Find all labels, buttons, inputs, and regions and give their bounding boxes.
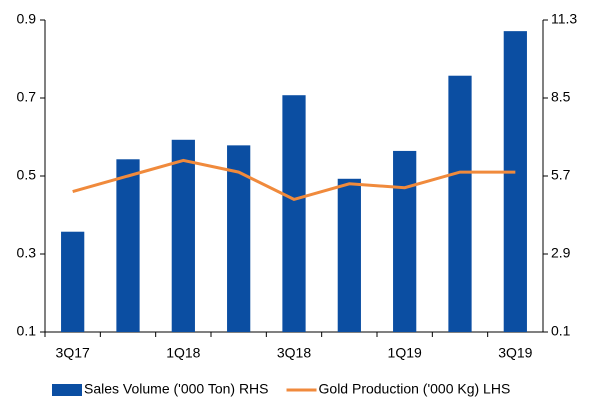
- x-tick-label: 3Q18: [277, 345, 311, 361]
- bar: [337, 178, 361, 332]
- legend-label: Sales Volume ('000 Ton) RHS: [84, 381, 269, 397]
- x-tick-label: 3Q17: [56, 345, 90, 361]
- x-tick-label: 1Q18: [166, 345, 200, 361]
- y-tick-label: 0.5: [17, 167, 37, 183]
- bar: [282, 95, 306, 332]
- y-tick-label: 0.3: [17, 245, 37, 261]
- bar: [227, 145, 251, 332]
- y2-tick-label: 11.3: [551, 11, 577, 27]
- y2-tick-label: 8.5: [551, 89, 571, 105]
- bar: [503, 31, 527, 333]
- y-tick-label: 0.1: [17, 323, 37, 339]
- y-tick-label: 0.9: [17, 11, 37, 27]
- line: [72, 158, 516, 201]
- bar: [448, 75, 472, 332]
- bar: [171, 139, 195, 332]
- y2-tick-label: 0.1: [551, 323, 571, 339]
- legend-label: Gold Production ('000 Kg) LHS: [319, 381, 511, 397]
- x-tick-label: 1Q19: [388, 345, 422, 361]
- y2-tick-label: 2.9: [551, 245, 571, 261]
- y-tick-label: 0.7: [17, 89, 37, 105]
- bar: [393, 150, 417, 332]
- bar: [116, 159, 140, 332]
- bar: [61, 231, 85, 332]
- legend-swatch: [52, 384, 82, 396]
- x-tick-label: 3Q19: [498, 345, 532, 361]
- y2-tick-label: 5.7: [551, 167, 571, 183]
